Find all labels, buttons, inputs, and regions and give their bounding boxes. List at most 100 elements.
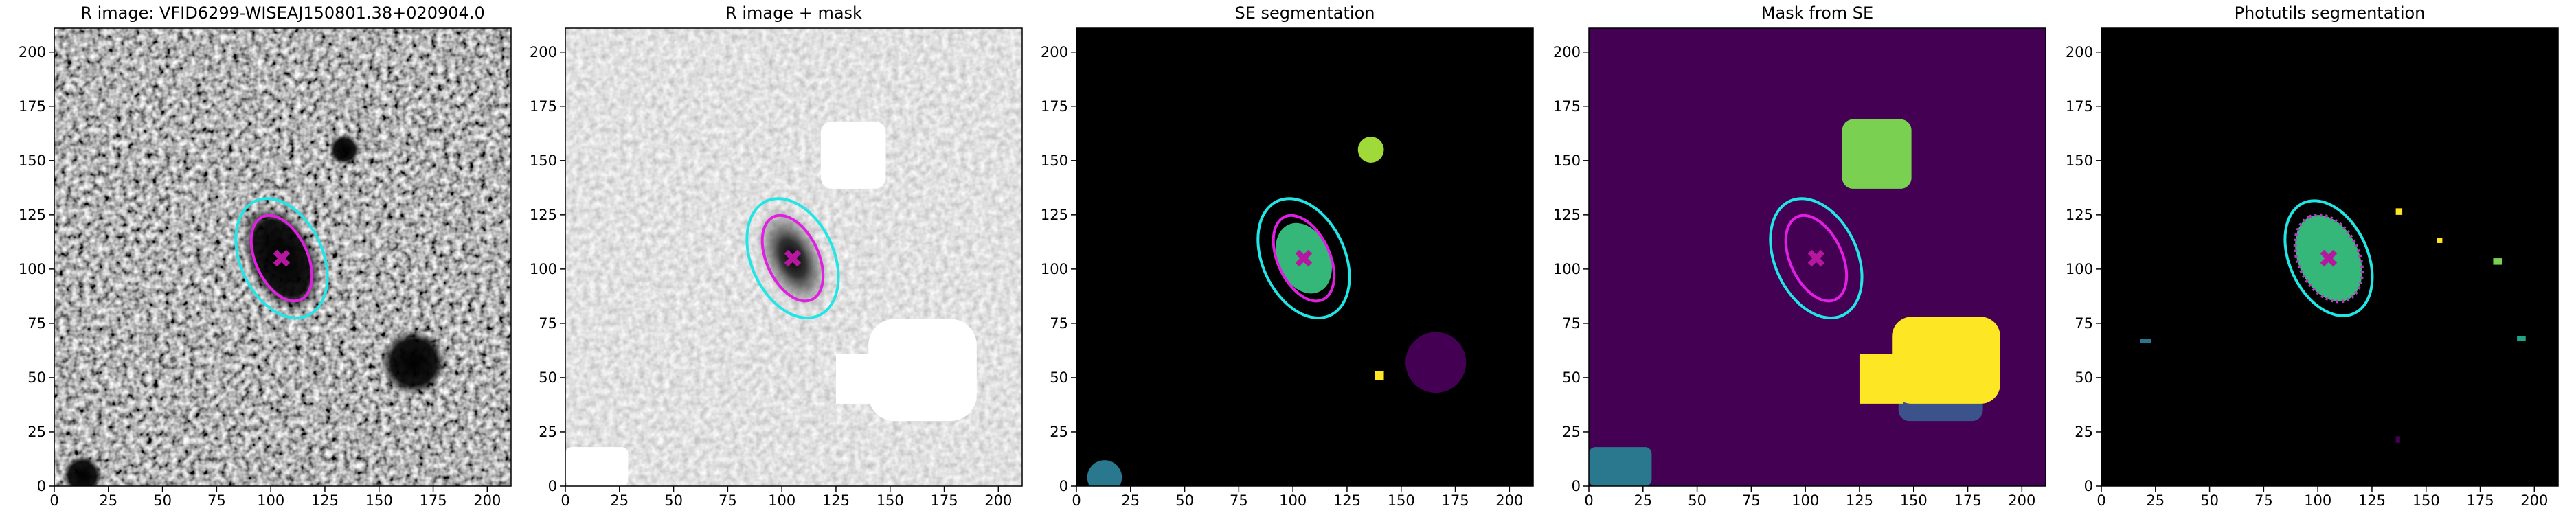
x-tick-label: 0 (2097, 492, 2105, 509)
axes-frame (1076, 27, 1534, 487)
x-tick-label: 200 (2008, 492, 2035, 509)
y-tick-label: 125 (2066, 207, 2093, 223)
y-tick-label: 175 (530, 98, 557, 115)
x-tick-label: 175 (419, 492, 447, 509)
y-tick-label: 125 (19, 207, 46, 223)
y-tick-label: 100 (1041, 261, 1068, 277)
center-marker (2322, 252, 2335, 265)
y-tick-label: 75 (27, 315, 46, 332)
x-tick-label: 200 (2520, 492, 2548, 509)
y-tick-label: 50 (27, 369, 46, 386)
y-tick-label: 150 (530, 152, 557, 169)
x-tick-label: 100 (768, 492, 795, 509)
y-tick-label: 25 (2075, 424, 2093, 440)
x-tick-label: 0 (561, 492, 569, 509)
y-tick-label: 175 (1041, 98, 1068, 115)
x-tick-label: 75 (1742, 492, 1761, 509)
x-tick-label: 175 (1441, 492, 1469, 509)
center-marker (786, 252, 799, 265)
x-tick-label: 75 (1230, 492, 1248, 509)
y-tick-label: 0 (1059, 478, 1068, 494)
y-tick-label: 200 (530, 44, 557, 60)
y-tick-label: 0 (37, 478, 46, 494)
x-tick-label: 200 (473, 492, 501, 509)
x-tick-label: 175 (1954, 492, 1981, 509)
y-tick-label: 0 (1572, 478, 1581, 494)
x-tick-label: 200 (984, 492, 1012, 509)
aperture-ellipse (2268, 187, 2389, 330)
x-tick-label: 50 (1175, 492, 1194, 509)
y-tick-label: 200 (1553, 44, 1581, 60)
x-tick-label: 125 (1846, 492, 1873, 509)
y-tick-label: 150 (1041, 152, 1068, 169)
x-tick-label: 25 (99, 492, 117, 509)
y-tick-label: 200 (19, 44, 46, 60)
x-tick-label: 150 (1900, 492, 1928, 509)
axes-frame (54, 27, 512, 487)
y-tick-label: 50 (1562, 369, 1581, 386)
x-tick-label: 75 (719, 492, 737, 509)
x-tick-label: 150 (2413, 492, 2440, 509)
y-tick-label: 125 (1041, 207, 1068, 223)
y-tick-label: 100 (2066, 261, 2093, 277)
aperture-ellipse (239, 206, 324, 310)
x-tick-label: 175 (2466, 492, 2494, 509)
panel-title: Mask from SE (1761, 3, 1873, 23)
y-tick-label: 125 (1553, 207, 1581, 223)
image-panel (565, 28, 1022, 486)
axes-frame (1588, 27, 2046, 487)
y-tick-label: 50 (2075, 369, 2093, 386)
x-tick-label: 100 (1279, 492, 1307, 509)
x-tick-label: 100 (257, 492, 284, 509)
image-panel (1589, 28, 2046, 486)
center-marker (275, 252, 288, 265)
panel-title: SE segmentation (1235, 3, 1375, 23)
axes-frame (2101, 27, 2559, 487)
axes-frame (565, 27, 1023, 487)
x-tick-label: 25 (2146, 492, 2165, 509)
y-tick-label: 150 (19, 152, 46, 169)
y-tick-label: 0 (2084, 478, 2093, 494)
x-tick-label: 150 (1388, 492, 1415, 509)
aperture-ellipse (1240, 184, 1368, 333)
x-tick-label: 100 (2304, 492, 2331, 509)
y-tick-label: 125 (530, 207, 557, 223)
y-tick-label: 100 (530, 261, 557, 277)
x-tick-label: 100 (1792, 492, 1819, 509)
x-tick-label: 150 (877, 492, 904, 509)
y-tick-label: 175 (2066, 98, 2093, 115)
x-tick-label: 150 (365, 492, 393, 509)
image-panel (2101, 28, 2558, 486)
x-tick-label: 50 (2200, 492, 2219, 509)
x-tick-label: 200 (1495, 492, 1523, 509)
y-tick-label: 150 (1553, 152, 1581, 169)
x-tick-label: 0 (1072, 492, 1081, 509)
y-tick-label: 25 (27, 424, 46, 440)
x-tick-label: 50 (664, 492, 683, 509)
x-tick-label: 0 (1584, 492, 1593, 509)
image-panel (1076, 28, 1533, 486)
x-tick-label: 125 (2358, 492, 2386, 509)
y-tick-label: 175 (1553, 98, 1581, 115)
y-tick-label: 200 (1041, 44, 1068, 60)
y-tick-label: 75 (1050, 315, 1068, 332)
x-tick-label: 50 (1688, 492, 1706, 509)
center-marker (1297, 252, 1310, 265)
aperture-ellipse (729, 184, 857, 333)
y-tick-label: 50 (1050, 369, 1068, 386)
x-tick-label: 175 (930, 492, 958, 509)
y-tick-label: 25 (539, 424, 557, 440)
x-tick-label: 125 (822, 492, 850, 509)
x-tick-label: 0 (49, 492, 58, 509)
x-tick-label: 25 (610, 492, 629, 509)
aperture-ellipse (1774, 206, 1859, 310)
x-tick-label: 125 (311, 492, 339, 509)
y-tick-label: 100 (1553, 261, 1581, 277)
aperture-ellipse (1261, 206, 1346, 310)
y-tick-label: 100 (19, 261, 46, 277)
y-tick-label: 150 (2066, 152, 2093, 169)
y-tick-label: 75 (2075, 315, 2093, 332)
y-tick-label: 25 (1050, 424, 1068, 440)
y-tick-label: 0 (548, 478, 557, 494)
